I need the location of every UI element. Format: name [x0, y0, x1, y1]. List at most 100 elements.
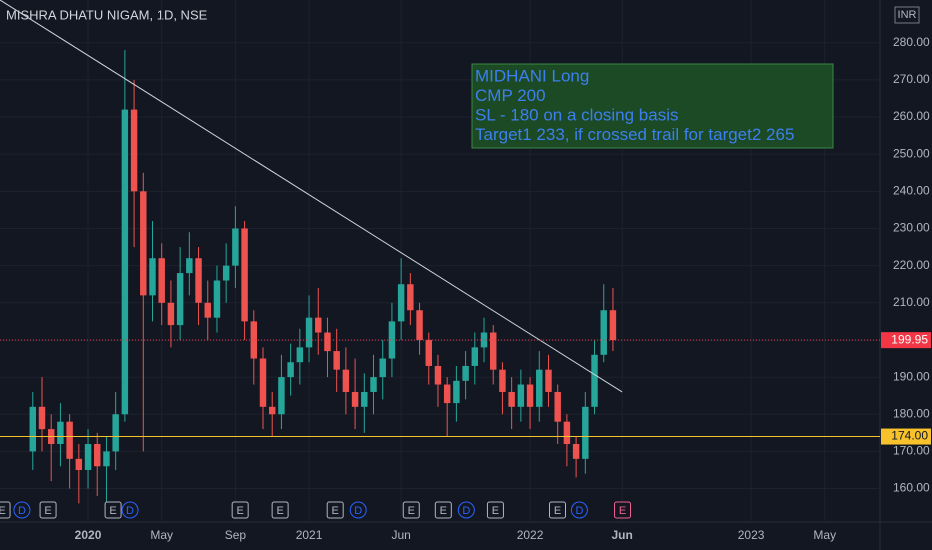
y-tick-label: 170.00: [893, 444, 930, 458]
candle-body: [471, 347, 479, 366]
earnings-marker: [326, 501, 344, 519]
earnings-marker: [549, 501, 567, 519]
event-label: D: [462, 505, 470, 517]
candle-body: [66, 421, 73, 459]
price-label: 174.00: [891, 429, 928, 443]
candle-body: [351, 391, 359, 407]
candle-body: [554, 391, 561, 422]
y-tick-label: 220.00: [893, 258, 930, 272]
candle-body: [609, 310, 617, 341]
earnings-marker: [231, 501, 249, 519]
earnings-marker: [614, 501, 632, 519]
event-label: E: [109, 505, 116, 517]
event-label: D: [126, 505, 134, 517]
x-tick-label: 2022: [517, 528, 544, 542]
earnings-marker: [39, 501, 57, 519]
y-tick-label: 230.00: [893, 221, 930, 235]
dividend-marker: [457, 501, 475, 519]
candle-body: [232, 228, 239, 266]
candle-body: [397, 284, 405, 322]
candle-body: [361, 391, 368, 407]
candle-body: [536, 369, 543, 407]
dividend-marker: [13, 501, 31, 519]
dividend-marker: [570, 501, 588, 519]
event-label: E: [44, 505, 51, 517]
candle-body: [508, 391, 515, 407]
event-label: E: [276, 505, 283, 517]
earnings-marker: [271, 501, 289, 519]
candle-body: [29, 406, 37, 452]
candle-body: [462, 365, 469, 381]
candle-body: [241, 228, 248, 322]
candle-body: [158, 258, 165, 303]
y-tick-label: 180.00: [893, 406, 930, 420]
trendline: [0, 0, 623, 393]
x-tick-label: Sep: [225, 528, 247, 542]
candle-body: [176, 273, 184, 326]
event-label: D: [18, 505, 26, 517]
y-tick-label: 260.00: [893, 109, 930, 123]
earnings-marker: [0, 501, 11, 519]
candle-body: [545, 369, 552, 392]
dividend-marker: [121, 501, 139, 519]
y-tick-label: 280.00: [893, 35, 930, 49]
candle-body: [453, 380, 460, 404]
candle-body: [582, 406, 589, 459]
candle-body: [268, 406, 276, 415]
candle-body: [517, 384, 525, 407]
candle-body: [75, 458, 83, 470]
event-label: D: [575, 505, 583, 517]
candle-body: [259, 358, 267, 407]
x-tick-label: Jun: [611, 528, 632, 542]
candle-body: [591, 354, 598, 407]
candle-body: [121, 109, 129, 415]
event-label: E: [440, 505, 447, 517]
candle-body: [213, 280, 221, 318]
event-label: E: [236, 505, 243, 517]
candle-body: [370, 377, 377, 392]
price-label-bg: [881, 428, 931, 445]
annotation-line: Target1 233, if crossed trail for target…: [475, 125, 794, 144]
candle-body: [425, 339, 432, 366]
x-tick-label: 2021: [296, 528, 323, 542]
annotation-line: SL - 180 on a closing basis: [475, 105, 679, 124]
currency-box[interactable]: [894, 6, 920, 24]
x-tick-label: 2023: [738, 528, 765, 542]
candle-body: [296, 347, 304, 363]
event-label: D: [354, 505, 362, 517]
candle-body: [38, 406, 46, 430]
y-tick-label: 210.00: [893, 295, 930, 309]
event-label: E: [554, 505, 561, 517]
candle-body: [315, 317, 322, 333]
candle-body: [140, 191, 147, 296]
event-label: E: [332, 505, 339, 517]
candle-body: [250, 321, 258, 359]
candle-body: [480, 332, 488, 348]
candle-body: [434, 365, 442, 385]
candle-body: [103, 451, 110, 467]
dividend-marker: [349, 501, 367, 519]
y-tick-label: 240.00: [893, 184, 930, 198]
currency[interactable]: INR: [898, 9, 917, 21]
candle-body: [195, 258, 202, 303]
price-label-bg: [881, 332, 931, 349]
candle-body: [388, 321, 396, 359]
candle-body: [600, 310, 607, 355]
annotation-line: CMP 200: [475, 86, 546, 105]
candle-body: [84, 443, 92, 470]
candle-body: [287, 362, 294, 378]
annotation-line: MIDHANI Long: [475, 66, 589, 85]
candle-body: [57, 421, 64, 444]
candle-body: [342, 369, 350, 392]
candle-body: [490, 332, 497, 370]
candle-body: [130, 109, 138, 192]
candle-body: [324, 332, 331, 352]
event-label: E: [408, 505, 415, 517]
candle-body: [416, 310, 423, 340]
candle-body: [499, 369, 506, 392]
candle-body: [333, 351, 340, 370]
x-tick-label: May: [150, 528, 173, 542]
candle-body: [563, 421, 571, 444]
earnings-marker: [434, 501, 452, 519]
